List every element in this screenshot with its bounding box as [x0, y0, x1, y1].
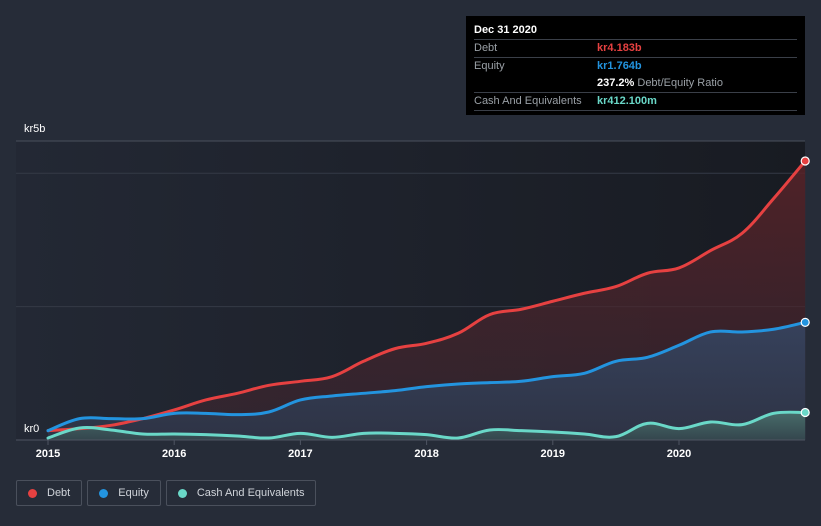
tooltip-equity-row: Equity kr1.764b — [474, 58, 797, 75]
tooltip-debt-value: kr4.183b — [597, 42, 642, 54]
tooltip-ratio-row: 237.2% Debt/Equity Ratio — [474, 75, 797, 93]
legend-label: Debt — [47, 487, 71, 499]
y-tick-label-top: kr5b — [24, 123, 45, 135]
tooltip: Dec 31 2020 Debt kr4.183b Equity kr1.764… — [466, 16, 805, 115]
legend-item-equity[interactable]: Equity — [87, 480, 161, 506]
cash-area — [48, 412, 806, 440]
legend-item-cash[interactable]: Cash And Equivalents — [165, 480, 317, 506]
debt-dot-icon — [28, 488, 37, 498]
debt-line — [46, 159, 807, 433]
tooltip-debt-row: Debt kr4.183b — [474, 40, 797, 58]
legend-label: Equity — [118, 487, 149, 499]
tooltip-ratio-value: 237.2% — [597, 77, 635, 89]
tooltip-cash-value: kr412.100m — [597, 95, 657, 107]
cash-end-marker — [800, 407, 810, 418]
x-tick-label: 2016 — [162, 448, 186, 460]
x-tick-label: 2017 — [288, 448, 312, 460]
y-tick-label-zero: kr0 — [24, 423, 39, 435]
legend-item-debt[interactable]: Debt — [16, 480, 83, 506]
legend: Debt Equity Cash And Equivalents — [16, 480, 317, 506]
equity-line — [46, 320, 807, 433]
tooltip-date: Dec 31 2020 — [474, 22, 797, 40]
tooltip-debt-label: Debt — [474, 42, 498, 54]
equity-area — [48, 322, 806, 440]
cash-line — [46, 410, 807, 440]
equity-dot-icon — [99, 488, 109, 498]
debt-end-marker — [800, 156, 810, 166]
x-tick-label: 2018 — [414, 448, 438, 460]
x-tick-label: 2020 — [667, 448, 691, 460]
x-tick-label: 2019 — [541, 448, 565, 460]
tooltip-ratio-label: Debt/Equity Ratio — [637, 77, 723, 89]
cash-dot-icon — [177, 488, 187, 498]
equity-end-marker — [800, 317, 810, 327]
tooltip-equity-value: kr1.764b — [597, 60, 642, 72]
legend-label: Cash And Equivalents — [196, 487, 305, 499]
tooltip-cash-row: Cash And Equivalents kr412.100m — [474, 93, 797, 111]
tooltip-equity-label: Equity — [474, 60, 505, 72]
tooltip-cash-label: Cash And Equivalents — [474, 95, 582, 107]
x-tick-label: 2015 — [36, 448, 60, 460]
